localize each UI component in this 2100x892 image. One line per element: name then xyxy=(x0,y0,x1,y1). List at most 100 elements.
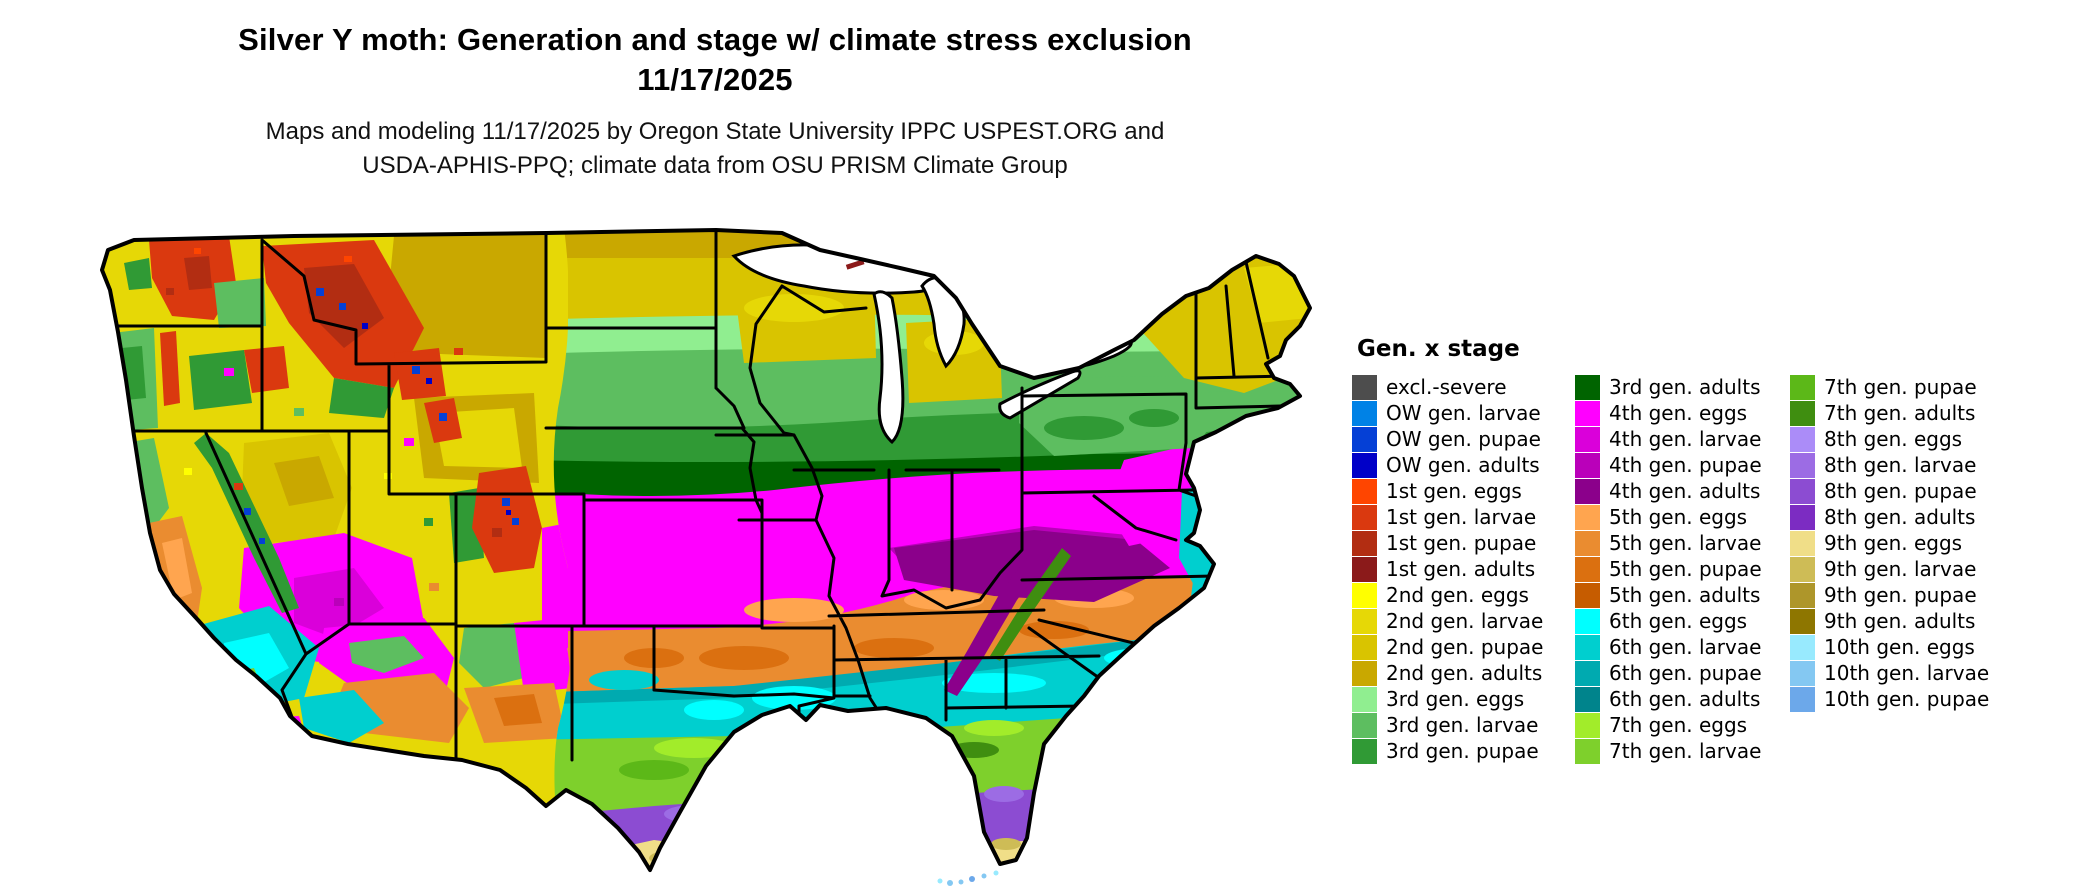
legend-swatch-g7_larvae xyxy=(1575,738,1600,764)
legend-swatch-g2_eggs xyxy=(1352,582,1377,608)
legend-swatch-g2_adults xyxy=(1352,660,1377,686)
header: Silver Y moth: Generation and stage w/ c… xyxy=(0,20,1430,183)
legend-swatch-g4_eggs xyxy=(1575,400,1600,426)
us-outline xyxy=(100,228,1312,872)
legend-swatch-g6_larvae xyxy=(1575,634,1600,660)
legend-label: 7th gen. adults xyxy=(1824,400,1976,425)
legend-item-g8_pupae: 8th gen. pupae xyxy=(1790,478,1989,504)
legend-label: OW gen. pupae xyxy=(1386,426,1541,451)
legend-label: 5th gen. pupae xyxy=(1609,556,1762,581)
attribution-line-1: Maps and modeling 11/17/2025 by Oregon S… xyxy=(265,118,1165,146)
legend-item-ow_adults: OW gen. adults xyxy=(1352,452,1543,478)
legend-column-2: 3rd gen. adults 4th gen. eggs 4th gen. lar… xyxy=(1575,374,1762,764)
legend-swatch-g9_adults xyxy=(1790,608,1815,634)
legend-item-g10_eggs: 10th gen. eggs xyxy=(1790,634,1989,660)
legend-swatch-g7_adults xyxy=(1790,400,1815,426)
legend-swatch-g9_pupae xyxy=(1790,582,1815,608)
legend-label: 10th gen. pupae xyxy=(1824,686,1990,711)
legend-swatch-g5_eggs xyxy=(1575,504,1600,530)
legend-label: 1st gen. adults xyxy=(1386,556,1536,581)
legend-item-g7_eggs: 7th gen. eggs xyxy=(1575,712,1762,738)
legend-swatch-g10_pupae xyxy=(1790,686,1815,712)
legend-item-g6_pupae: 6th gen. pupae xyxy=(1575,660,1762,686)
legend-swatch-g6_pupae xyxy=(1575,660,1600,686)
legend-swatch-g5_larvae xyxy=(1575,530,1600,556)
legend-swatch-g8_pupae xyxy=(1790,478,1815,504)
legend-item-ow_pupae: OW gen. pupae xyxy=(1352,426,1543,452)
legend-label: OW gen. larvae xyxy=(1386,400,1541,425)
legend-label: 3rd gen. adults xyxy=(1609,374,1761,399)
legend-swatch-g7_eggs xyxy=(1575,712,1600,738)
legend-swatch-ow_pupae xyxy=(1352,426,1377,452)
legend-item-g8_larvae: 8th gen. larvae xyxy=(1790,452,1989,478)
legend-item-g2_pupae: 2nd gen. pupae xyxy=(1352,634,1543,660)
legend-swatch-g6_eggs xyxy=(1575,608,1600,634)
legend-label: 3rd gen. pupae xyxy=(1386,738,1539,763)
legend-swatch-g3_larvae xyxy=(1352,712,1377,738)
legend-swatch-g2_pupae xyxy=(1352,634,1377,660)
legend-label: 9th gen. larvae xyxy=(1824,556,1977,581)
legend-swatch-g8_eggs xyxy=(1790,426,1815,452)
legend-swatch-g10_eggs xyxy=(1790,634,1815,660)
page-title: Silver Y moth: Generation and stage w/ c… xyxy=(238,22,1192,57)
legend-label: 2nd gen. larvae xyxy=(1386,608,1544,633)
legend-item-g5_adults: 5th gen. adults xyxy=(1575,582,1762,608)
legend-label: 2nd gen. eggs xyxy=(1386,582,1529,607)
legend-item-g9_larvae: 9th gen. larvae xyxy=(1790,556,1989,582)
legend-swatch-g1_larvae xyxy=(1352,504,1377,530)
legend-item-g9_pupae: 9th gen. pupae xyxy=(1790,582,1989,608)
legend-item-g3_adults: 3rd gen. adults xyxy=(1575,374,1762,400)
legend-item-g1_eggs: 1st gen. eggs xyxy=(1352,478,1543,504)
legend-swatch-g1_eggs xyxy=(1352,478,1377,504)
legend-item-ow_larvae: OW gen. larvae xyxy=(1352,400,1543,426)
legend-label: 6th gen. pupae xyxy=(1609,660,1762,685)
legend-item-g3_pupae: 3rd gen. pupae xyxy=(1352,738,1543,764)
legend-label: 5th gen. eggs xyxy=(1609,504,1748,529)
legend-label: 6th gen. larvae xyxy=(1609,634,1762,659)
legend-swatch-excl_severe xyxy=(1352,374,1377,400)
legend-item-g2_adults: 2nd gen. adults xyxy=(1352,660,1543,686)
legend-label: 8th gen. adults xyxy=(1824,504,1976,529)
legend-item-excl_severe: excl.-severe xyxy=(1352,374,1543,400)
legend-swatch-g1_pupae xyxy=(1352,530,1377,556)
legend-item-g4_pupae: 4th gen. pupae xyxy=(1575,452,1762,478)
legend-column-1: excl.-severe OW gen. larvae OW gen. pupae O… xyxy=(1352,374,1543,764)
legend-swatch-ow_adults xyxy=(1352,452,1377,478)
legend-swatch-g3_eggs xyxy=(1352,686,1377,712)
legend-label: 1st gen. pupae xyxy=(1386,530,1537,555)
legend-label: 8th gen. eggs xyxy=(1824,426,1963,451)
legend-swatch-g8_adults xyxy=(1790,504,1815,530)
legend-item-g8_adults: 8th gen. adults xyxy=(1790,504,1989,530)
legend-swatch-g5_adults xyxy=(1575,582,1600,608)
legend-swatch-ow_larvae xyxy=(1352,400,1377,426)
legend-label: excl.-severe xyxy=(1386,374,1507,399)
legend-label: 4th gen. eggs xyxy=(1609,400,1748,425)
map-raster xyxy=(102,230,1310,870)
legend-label: 3rd gen. larvae xyxy=(1386,712,1539,737)
legend-item-g7_larvae: 7th gen. larvae xyxy=(1575,738,1762,764)
legend-label: OW gen. adults xyxy=(1386,452,1540,477)
page-title-date: 11/17/2025 xyxy=(637,61,793,97)
legend-label: 10th gen. larvae xyxy=(1824,660,1990,685)
legend-swatch-g4_pupae xyxy=(1575,452,1600,478)
legend-label: 8th gen. pupae xyxy=(1824,478,1977,503)
legend-swatch-g10_larvae xyxy=(1790,660,1815,686)
legend-item-g1_adults: 1st gen. adults xyxy=(1352,556,1543,582)
legend-item-g7_adults: 7th gen. adults xyxy=(1790,400,1989,426)
legend-label: 2nd gen. adults xyxy=(1386,660,1543,685)
legend-label: 6th gen. adults xyxy=(1609,686,1761,711)
legend-swatch-g3_adults xyxy=(1575,374,1600,400)
legend-item-g3_eggs: 3rd gen. eggs xyxy=(1352,686,1543,712)
legend-swatch-g8_larvae xyxy=(1790,452,1815,478)
legend-item-g5_eggs: 5th gen. eggs xyxy=(1575,504,1762,530)
legend-item-g6_adults: 6th gen. adults xyxy=(1575,686,1762,712)
legend-item-g5_larvae: 5th gen. larvae xyxy=(1575,530,1762,556)
legend-item-g4_larvae: 4th gen. larvae xyxy=(1575,426,1762,452)
legend-label: 8th gen. larvae xyxy=(1824,452,1977,477)
legend-label: 6th gen. eggs xyxy=(1609,608,1748,633)
legend-label: 7th gen. eggs xyxy=(1609,712,1748,737)
legend-swatch-g5_pupae xyxy=(1575,556,1600,582)
legend-label: 7th gen. larvae xyxy=(1609,738,1762,763)
attribution: Maps and modeling 11/17/2025 by Oregon S… xyxy=(0,115,1430,182)
legend-swatch-g6_adults xyxy=(1575,686,1600,712)
